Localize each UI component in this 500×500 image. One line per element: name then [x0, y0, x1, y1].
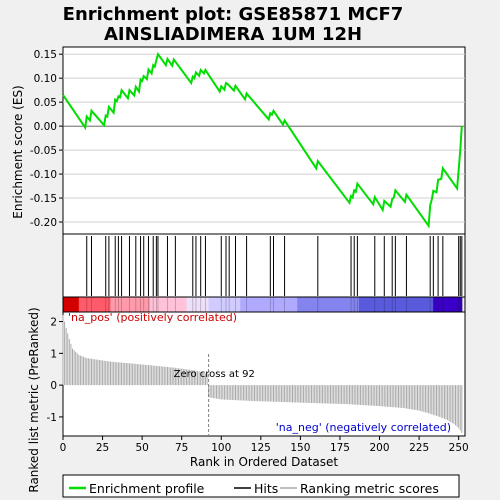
negative-correlation-label: 'na_neg' (negatively correlated) — [276, 421, 451, 434]
heatmap-segment — [297, 297, 360, 312]
es-y-tick-label: -0.10 — [30, 169, 57, 181]
ranking-heatmap-bar — [63, 297, 463, 312]
x-tick-label: 125 — [251, 442, 271, 454]
metric-panel — [62, 311, 466, 437]
metric-y-tick-label: 0 — [50, 380, 57, 392]
chart-title-line1: Enrichment plot: GSE85871 MCF7 — [63, 4, 404, 25]
es-y-tick-label: 0.10 — [34, 73, 57, 85]
metric-y-tick-label: 2 — [50, 317, 57, 329]
heatmap-segment — [433, 297, 463, 312]
x-tick-label: 250 — [449, 442, 469, 454]
x-tick-label: 175 — [330, 442, 350, 454]
legend-metric-label: Ranking metric scores — [300, 481, 439, 496]
heatmap-segment — [186, 297, 210, 312]
x-tick-label: 200 — [370, 442, 390, 454]
heatmap-segment — [240, 297, 298, 312]
positive-correlation-label: 'na_pos' (positively correlated) — [68, 311, 237, 324]
es-y-tick-label: -0.20 — [30, 217, 57, 229]
x-axis-ticks: 0 25 50 75 100 125 150 175 200 225 250 — [60, 436, 469, 454]
es-y-ticks: 0.15 0.10 0.05 0.00 -0.05 -0.10 -0.15 -0.20 — [30, 49, 63, 229]
hit-marks — [86, 236, 463, 296]
heatmap-segment — [78, 297, 111, 312]
x-tick-label: 0 — [60, 442, 67, 454]
es-y-tick-label: 0.00 — [34, 121, 57, 133]
legend-profile-label: Enrichment profile — [89, 481, 205, 496]
metric-y-tick-label: 1 — [50, 348, 57, 360]
metric-y-ticks: 2 1 0 -1 — [47, 317, 63, 424]
x-tick-label: 100 — [211, 442, 231, 454]
es-gridlines — [63, 53, 465, 223]
es-y-tick-label: 0.15 — [34, 49, 57, 61]
heatmap-segment — [358, 297, 434, 312]
metric-y-axis-label: Ranked list metric (PreRanked) — [27, 307, 41, 492]
es-y-tick-label: -0.05 — [30, 145, 57, 157]
hits-panel — [62, 233, 466, 298]
es-y-tick-label: 0.05 — [34, 97, 57, 109]
ranking-metric-bars — [62, 315, 463, 433]
heatmap-segment — [150, 297, 187, 312]
es-panel — [62, 46, 466, 235]
heatmap-segment — [208, 297, 241, 312]
es-y-axis-label: Enrichment score (ES) — [11, 85, 25, 218]
x-tick-label: 50 — [135, 442, 148, 454]
es-y-tick-label: -0.15 — [30, 193, 57, 205]
heatmap-segment — [110, 297, 151, 312]
metric-y-tick-label: -1 — [47, 412, 57, 424]
enrichment-profile-line — [62, 51, 463, 229]
x-axis-label: Rank in Ordered Dataset — [190, 455, 338, 469]
legend-box — [62, 474, 460, 498]
legend-hits-label: Hits — [254, 481, 278, 496]
x-tick-label: 225 — [409, 442, 429, 454]
x-tick-label: 25 — [96, 442, 109, 454]
x-tick-label: 150 — [290, 442, 310, 454]
heatmap-segment — [63, 297, 80, 312]
x-tick-label: 75 — [175, 442, 188, 454]
chart-title-line2: AINSLIADIMERA 1UM 12H — [104, 24, 362, 45]
zero-cross-label: Zero cross at 92 — [174, 369, 255, 380]
